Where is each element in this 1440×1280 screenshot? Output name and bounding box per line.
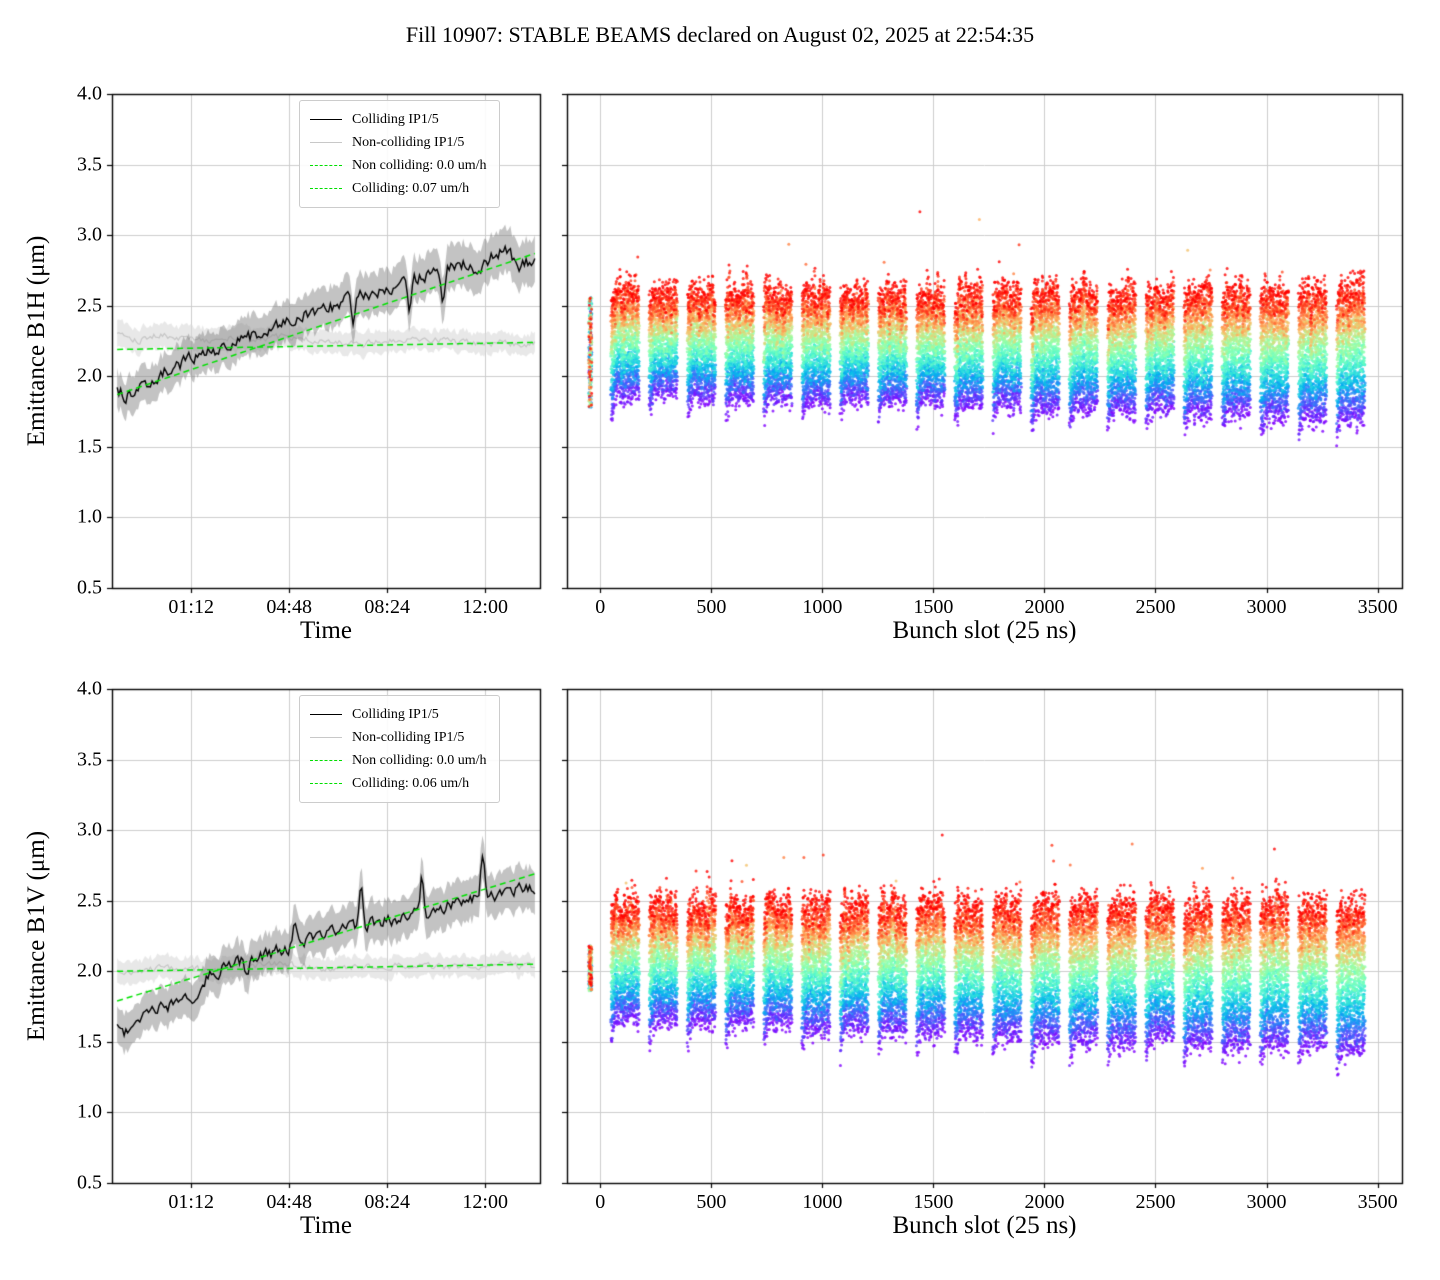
x-tick-label: 3000	[1246, 596, 1287, 618]
y-axis-label-emittance-b1v: Emittance B1V (μm)	[23, 830, 50, 1042]
legend-item: Colliding: 0.06 um/h	[310, 772, 487, 795]
x-tick-label: 2000	[1024, 1191, 1065, 1213]
legend-line-swatch	[310, 142, 342, 143]
legend-line-swatch	[310, 165, 342, 166]
legend-item: Non colliding: 0.0 um/h	[310, 749, 487, 772]
x-tick-label: 2500	[1135, 596, 1176, 618]
y-tick-label: 1.0	[77, 505, 102, 528]
y-tick-label: 3.0	[77, 223, 102, 246]
legend-b1v-vs-time: Colliding IP1/5 Non-colliding IP1/5 Non co…	[299, 695, 500, 803]
x-tick-label: 1000	[802, 596, 843, 618]
x-tick-label: 1500	[913, 596, 954, 618]
x-tick-label: 2500	[1135, 1191, 1176, 1213]
x-tick-label: 08:24	[364, 596, 410, 618]
y-tick-label: 2.0	[77, 959, 102, 982]
x-tick-label: 01:12	[168, 596, 214, 618]
y-tick-label: 2.0	[77, 364, 102, 387]
y-axis-label-emittance-b1h: Emittance B1H (μm)	[23, 235, 50, 447]
x-tick-label: 2000	[1024, 596, 1065, 618]
x-tick-label: 04:48	[266, 1191, 312, 1213]
legend-line-swatch	[310, 119, 342, 120]
y-tick-label: 3.5	[77, 748, 102, 771]
x-tick-label: 01:12	[168, 1191, 214, 1213]
legend-item-label: Non-colliding IP1/5	[352, 134, 465, 150]
x-tick-label: 1000	[802, 1191, 843, 1213]
legend-item: Colliding IP1/5	[310, 703, 487, 726]
legend-line-swatch	[310, 760, 342, 761]
legend-item-label: Colliding: 0.06 um/h	[352, 775, 470, 791]
legend-item: Non colliding: 0.0 um/h	[310, 154, 487, 177]
x-tick-label: 04:48	[266, 596, 312, 618]
x-tick-label: 12:00	[462, 1191, 508, 1213]
legend-item-label: Colliding IP1/5	[352, 111, 439, 127]
plot-emittance-b1h-vs-bunch-slot	[557, 84, 1412, 598]
y-tick-label: 0.5	[77, 576, 102, 599]
x-tick-label: 0	[595, 596, 606, 618]
legend-line-swatch	[310, 188, 342, 189]
x-tick-label: 12:00	[462, 596, 508, 618]
figure-title: Fill 10907: STABLE BEAMS declared on Aug…	[405, 22, 1035, 47]
x-tick-label: 0	[595, 1191, 606, 1213]
x-tick-label: 1500	[913, 1191, 954, 1213]
legend-item: Non-colliding IP1/5	[310, 131, 487, 154]
legend-item: Colliding IP1/5	[310, 108, 487, 131]
x-tick-label: 500	[696, 596, 727, 618]
y-tick-label: 2.5	[77, 294, 102, 317]
y-tick-label: 1.5	[77, 1030, 102, 1053]
legend-line-swatch	[310, 737, 342, 738]
legend-item-label: Colliding IP1/5	[352, 706, 439, 722]
legend-item: Colliding: 0.07 um/h	[310, 177, 487, 200]
y-tick-label: 1.5	[77, 435, 102, 458]
x-axis-label-time-top: Time	[300, 617, 352, 644]
legend-line-swatch	[310, 714, 342, 715]
legend-item-label: Colliding: 0.07 um/h	[352, 180, 470, 196]
legend-item-label: Non colliding: 0.0 um/h	[352, 752, 487, 768]
legend-item: Non-colliding IP1/5	[310, 726, 487, 749]
legend-line-swatch	[310, 783, 342, 784]
x-tick-label: 3500	[1357, 596, 1398, 618]
x-axis-label-bunch-slot-top: Bunch slot (25 ns)	[892, 617, 1077, 644]
y-tick-label: 2.5	[77, 889, 102, 912]
x-axis-label-time-bottom: Time	[300, 1212, 352, 1239]
x-axis-label-bunch-slot-bottom: Bunch slot (25 ns)	[892, 1212, 1077, 1239]
y-tick-label: 4.0	[77, 677, 102, 700]
legend-item-label: Non-colliding IP1/5	[352, 729, 465, 745]
y-tick-label: 4.0	[77, 82, 102, 105]
legend-item-label: Non colliding: 0.0 um/h	[352, 157, 487, 173]
y-tick-label: 1.0	[77, 1100, 102, 1123]
x-tick-label: 3000	[1246, 1191, 1287, 1213]
x-tick-label: 500	[696, 1191, 727, 1213]
legend-b1h-vs-time: Colliding IP1/5 Non-colliding IP1/5 Non co…	[299, 100, 500, 208]
x-tick-label: 08:24	[364, 1191, 410, 1213]
y-tick-label: 3.5	[77, 153, 102, 176]
y-tick-label: 0.5	[77, 1171, 102, 1194]
plot-emittance-b1v-vs-bunch-slot	[557, 679, 1412, 1193]
x-tick-label: 3500	[1357, 1191, 1398, 1213]
y-tick-label: 3.0	[77, 818, 102, 841]
